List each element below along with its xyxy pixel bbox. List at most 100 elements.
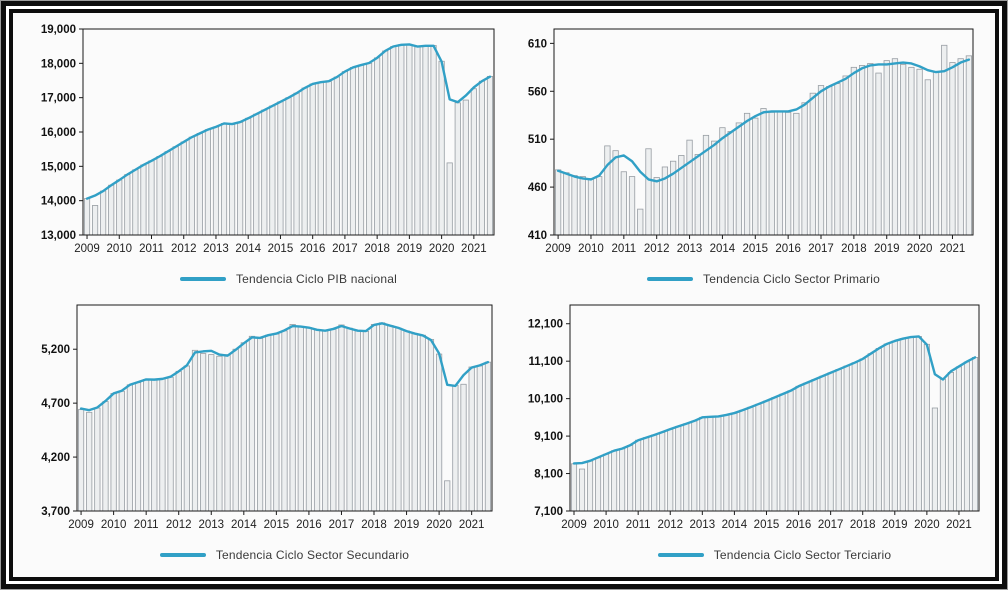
svg-text:2009: 2009 — [561, 519, 587, 531]
inner-black-frame: 13,000 14,000 15,000 16,000 17,000 18,000 19,0… — [9, 9, 999, 581]
svg-text:11,100: 11,100 — [528, 356, 563, 368]
chart-sector-secundario-plot: 3,700 4,200 4,700 5,200 2009 2010 2011 2012 2013… — [41, 304, 493, 531]
svg-text:19,000: 19,000 — [41, 24, 76, 36]
svg-text:2009: 2009 — [74, 243, 100, 255]
svg-text:4,700: 4,700 — [41, 398, 70, 410]
svg-text:2018: 2018 — [841, 243, 867, 255]
x-axis: 2009 2010 2011 2012 2013 2014 2015 2016 2017 2018… — [561, 511, 972, 531]
legend-pib-nacional: Tendencia Ciclo PIB nacional — [21, 267, 502, 291]
svg-text:4,200: 4,200 — [41, 452, 70, 464]
white-frame-gap: 13,000 14,000 15,000 16,000 17,000 18,000 19,0… — [6, 6, 1002, 584]
trend-line-swatch — [647, 277, 694, 281]
svg-text:2010: 2010 — [101, 519, 127, 531]
legend-label: Tendencia Ciclo PIB nacional — [235, 272, 398, 286]
svg-text:2010: 2010 — [578, 243, 604, 255]
svg-text:2015: 2015 — [742, 243, 768, 255]
svg-text:2013: 2013 — [198, 519, 224, 531]
svg-text:2021: 2021 — [461, 243, 487, 255]
svg-text:2018: 2018 — [364, 243, 390, 255]
chart-sector-terciario: 7,100 8,100 9,100 10,100 11,100 12,100 2009 201… — [506, 295, 987, 571]
svg-text:2013: 2013 — [677, 243, 703, 255]
svg-text:2021: 2021 — [946, 519, 972, 531]
svg-text:2017: 2017 — [332, 243, 358, 255]
trend-line — [556, 58, 971, 183]
y-axis: 410 460 510 560 610 — [528, 38, 554, 242]
plot-border — [553, 28, 974, 236]
svg-text:2015: 2015 — [268, 243, 294, 255]
svg-text:2012: 2012 — [166, 519, 192, 531]
svg-text:12,100: 12,100 — [528, 319, 563, 331]
svg-text:13,000: 13,000 — [41, 230, 76, 242]
bars-group — [83, 44, 494, 236]
trend-line-swatch — [159, 553, 206, 557]
legend-label: Tendencia Ciclo Sector Secundario — [215, 548, 410, 562]
svg-text:2012: 2012 — [171, 243, 197, 255]
svg-text:2020: 2020 — [914, 519, 940, 531]
svg-text:2019: 2019 — [397, 243, 423, 255]
svg-text:3,700: 3,700 — [41, 506, 70, 518]
svg-text:2017: 2017 — [818, 519, 844, 531]
svg-text:2020: 2020 — [907, 243, 933, 255]
svg-text:2014: 2014 — [710, 243, 736, 255]
x-axis: 2009 2010 2011 2012 2013 2014 2015 2016 2017 2018… — [68, 511, 484, 531]
svg-text:2017: 2017 — [329, 519, 355, 531]
svg-text:15,000: 15,000 — [41, 161, 76, 173]
svg-text:2014: 2014 — [235, 243, 261, 255]
svg-text:2017: 2017 — [808, 243, 834, 255]
svg-text:2018: 2018 — [850, 519, 876, 531]
svg-text:2009: 2009 — [68, 519, 94, 531]
svg-text:7,100: 7,100 — [534, 506, 563, 518]
legend-sector-secundario: Tendencia Ciclo Sector Secundario — [21, 543, 502, 567]
chart-sector-primario: 410 460 510 560 610 2009 2010 2011 2012 2013 2014 2… — [506, 19, 987, 295]
svg-text:14,000: 14,000 — [41, 196, 76, 208]
svg-text:2010: 2010 — [106, 243, 132, 255]
svg-text:2019: 2019 — [882, 519, 908, 531]
y-axis: 7,100 8,100 9,100 10,100 11,100 12,100 — [528, 319, 570, 518]
svg-text:2014: 2014 — [231, 519, 257, 531]
svg-text:2016: 2016 — [296, 519, 322, 531]
svg-text:2009: 2009 — [545, 243, 571, 255]
svg-text:2015: 2015 — [754, 519, 780, 531]
svg-text:2019: 2019 — [874, 243, 900, 255]
x-axis: 2009 2010 2011 2012 2013 2014 2015 2016 2017 2018… — [74, 235, 487, 255]
svg-text:2011: 2011 — [626, 519, 651, 531]
svg-text:2020: 2020 — [429, 243, 455, 255]
svg-text:460: 460 — [528, 182, 547, 194]
svg-text:2012: 2012 — [644, 243, 670, 255]
legend-sector-terciario: Tendencia Ciclo Sector Terciario — [506, 543, 987, 567]
y-axis: 3,700 4,200 4,700 5,200 — [41, 344, 77, 518]
svg-text:2014: 2014 — [722, 519, 748, 531]
chart-sector-terciario-plot: 7,100 8,100 9,100 10,100 11,100 12,100 2009 201… — [528, 304, 980, 531]
svg-text:2019: 2019 — [394, 519, 420, 531]
plot-border — [76, 304, 493, 512]
svg-text:2010: 2010 — [593, 519, 619, 531]
chart-sector-secundario: 3,700 4,200 4,700 5,200 2009 2010 2011 2012 2013… — [21, 295, 502, 571]
legend-label: Tendencia Ciclo Sector Terciario — [713, 548, 892, 562]
bars-group — [570, 336, 979, 512]
charts-panel: 13,000 14,000 15,000 16,000 17,000 18,000 19,0… — [13, 13, 995, 577]
charts-grid: 13,000 14,000 15,000 16,000 17,000 18,000 19,0… — [21, 19, 987, 571]
svg-text:510: 510 — [528, 134, 547, 146]
svg-text:18,000: 18,000 — [41, 58, 76, 70]
trend-line — [79, 322, 490, 412]
svg-text:610: 610 — [528, 38, 547, 50]
chart-pib-nacional: 13,000 14,000 15,000 16,000 17,000 18,000 19,0… — [21, 19, 502, 295]
svg-text:17,000: 17,000 — [41, 93, 76, 105]
bars-group — [555, 44, 972, 236]
svg-text:2021: 2021 — [940, 243, 966, 255]
svg-text:2021: 2021 — [459, 519, 485, 531]
trend-line-swatch — [657, 553, 704, 557]
svg-text:8,100: 8,100 — [534, 469, 563, 481]
svg-text:16,000: 16,000 — [41, 127, 76, 139]
legend-sector-primario: Tendencia Ciclo Sector Primario — [506, 267, 987, 291]
svg-text:2016: 2016 — [775, 243, 801, 255]
trend-line-swatch — [179, 277, 226, 281]
svg-text:2020: 2020 — [426, 519, 452, 531]
trend-line — [85, 43, 492, 200]
trend-line — [572, 335, 977, 465]
svg-text:2013: 2013 — [690, 519, 716, 531]
svg-text:9,100: 9,100 — [534, 431, 563, 443]
bars-group — [77, 322, 492, 512]
svg-text:2016: 2016 — [786, 519, 812, 531]
